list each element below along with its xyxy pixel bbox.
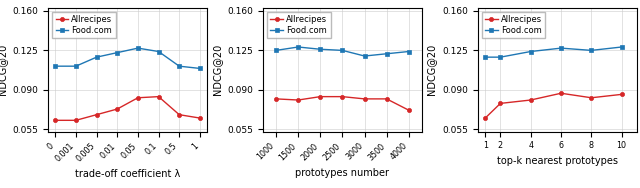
Allrecipes: [361, 98, 369, 100]
Allrecipes: [272, 98, 280, 100]
Food.com: [175, 65, 183, 67]
Allrecipes: [481, 117, 489, 119]
X-axis label: trade-off coefficient λ: trade-off coefficient λ: [75, 169, 180, 179]
Food.com: [361, 55, 369, 57]
Allrecipes: [618, 93, 625, 96]
Allrecipes: [51, 119, 59, 121]
Allrecipes: [405, 109, 413, 111]
Food.com: [51, 65, 59, 67]
Food.com: [497, 56, 504, 58]
Line: Allrecipes: Allrecipes: [483, 91, 624, 120]
Allrecipes: [527, 99, 534, 101]
Food.com: [588, 49, 595, 52]
Line: Food.com: Food.com: [274, 45, 411, 58]
Allrecipes: [113, 108, 121, 110]
Food.com: [294, 46, 302, 48]
Food.com: [134, 47, 141, 49]
Y-axis label: NDCG@20: NDCG@20: [0, 44, 7, 95]
Food.com: [527, 50, 534, 53]
Allrecipes: [175, 114, 183, 116]
Allrecipes: [294, 99, 302, 101]
X-axis label: top-k nearest prototypes: top-k nearest prototypes: [497, 156, 618, 166]
Allrecipes: [155, 96, 163, 98]
Allrecipes: [72, 119, 80, 121]
Food.com: [113, 52, 121, 54]
X-axis label: prototypes number: prototypes number: [296, 168, 389, 177]
Food.com: [481, 56, 489, 58]
Allrecipes: [196, 117, 204, 119]
Food.com: [155, 50, 163, 53]
Food.com: [405, 50, 413, 53]
Allrecipes: [134, 97, 141, 99]
Food.com: [316, 48, 324, 50]
Allrecipes: [588, 97, 595, 99]
Y-axis label: NDCG@20: NDCG@20: [212, 44, 221, 95]
Food.com: [618, 46, 625, 48]
Line: Allrecipes: Allrecipes: [274, 95, 411, 112]
Food.com: [383, 53, 390, 55]
Allrecipes: [497, 102, 504, 105]
Legend: Allrecipes, Food.com: Allrecipes, Food.com: [52, 12, 116, 38]
Food.com: [72, 65, 80, 67]
Allrecipes: [93, 114, 100, 116]
Line: Food.com: Food.com: [53, 46, 202, 70]
Y-axis label: NDCG@20: NDCG@20: [426, 44, 436, 95]
Allrecipes: [557, 92, 565, 94]
Legend: Allrecipes, Food.com: Allrecipes, Food.com: [267, 12, 331, 38]
Food.com: [557, 47, 565, 49]
Food.com: [272, 49, 280, 52]
Food.com: [93, 56, 100, 58]
Allrecipes: [383, 98, 390, 100]
Allrecipes: [339, 96, 346, 98]
Allrecipes: [316, 96, 324, 98]
Food.com: [196, 67, 204, 70]
Line: Allrecipes: Allrecipes: [53, 95, 202, 122]
Line: Food.com: Food.com: [483, 45, 624, 59]
Legend: Allrecipes, Food.com: Allrecipes, Food.com: [482, 12, 545, 38]
Food.com: [339, 49, 346, 52]
